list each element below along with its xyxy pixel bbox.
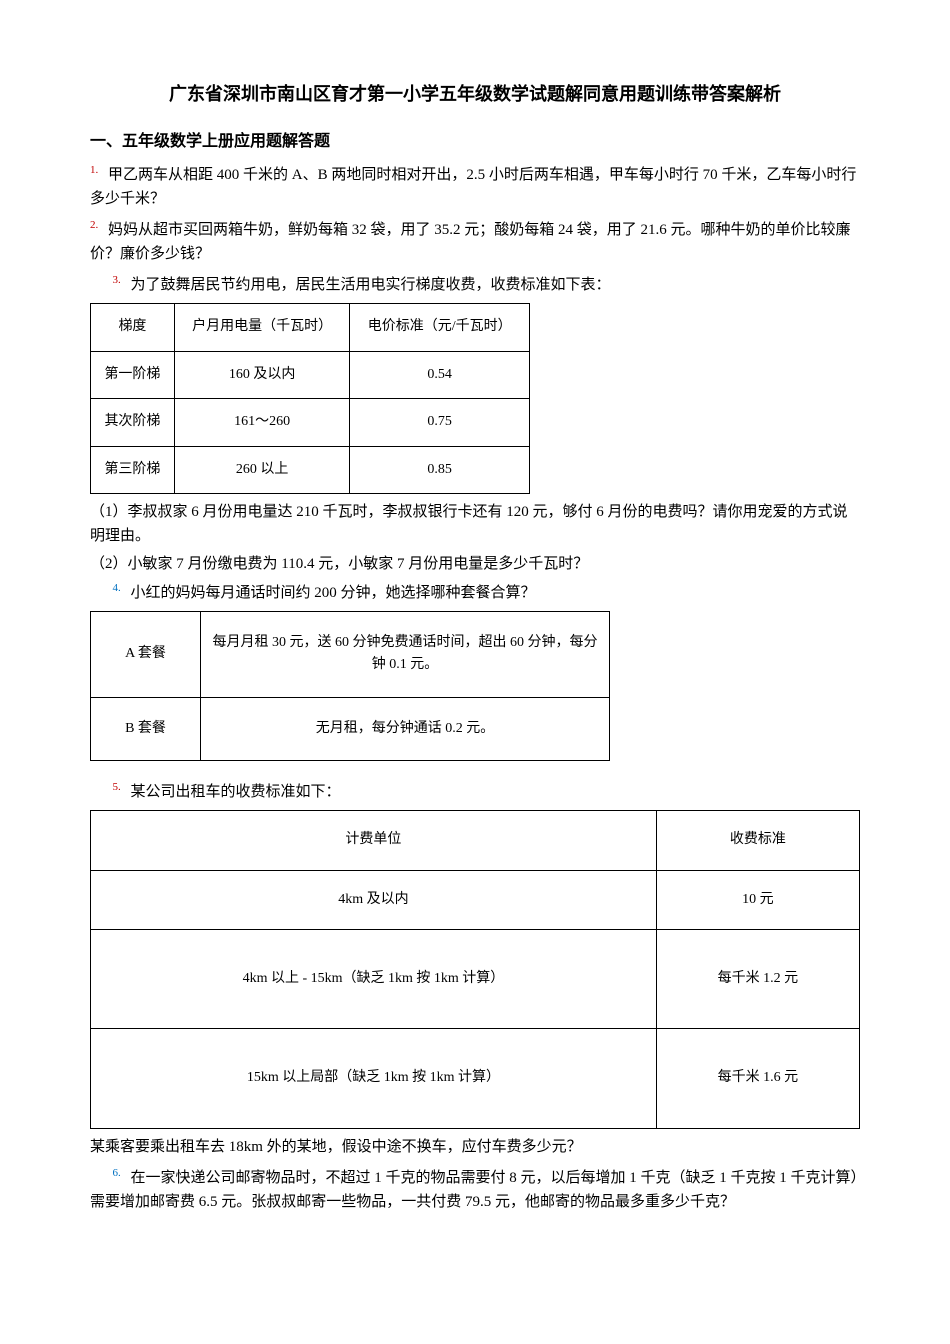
q6-text: 在一家快递公司邮寄物品时，不超过 1 千克的物品需要付 8 元，以后每增加 1 … [90, 1170, 858, 1210]
table-row: 梯度 户月用电量（千瓦时） 电价标准（元/千瓦时） [91, 304, 530, 351]
table-cell: 其次阶梯 [91, 399, 175, 446]
table-row: B 套餐 无月租，每分钟通话 0.2 元。 [91, 697, 610, 760]
q5-after: 某乘客要乘出租车去 18km 外的某地，假设中途不换车，应付车费多少元？ [90, 1135, 860, 1159]
q3-sub1: （1）李叔叔家 6 月份用电量达 210 千瓦时，李叔叔银行卡还有 120 元，… [90, 500, 860, 548]
table-header: 计费单位 [91, 811, 657, 870]
q3-table: 梯度 户月用电量（千瓦时） 电价标准（元/千瓦时） 第一阶梯 160 及以内 0… [90, 303, 530, 494]
table-cell: 每千米 1.2 元 [656, 929, 859, 1028]
question-4: 4. 小红的妈妈每月通话时间约 200 分钟，她选择哪种套餐合算？ [90, 580, 860, 605]
q5-table: 计费单位 收费标准 4km 及以内 10 元 4km 以上 - 15km（缺乏 … [90, 810, 860, 1129]
q5-text: 某公司出租车的收费标准如下： [131, 784, 341, 800]
question-5: 5. 某公司出租车的收费标准如下： [90, 779, 860, 804]
table-row: 4km 及以内 10 元 [91, 870, 860, 929]
table-cell: 4km 以上 - 15km（缺乏 1km 按 1km 计算） [91, 929, 657, 1028]
q4-text: 小红的妈妈每月通话时间约 200 分钟，她选择哪种套餐合算？ [131, 585, 536, 601]
table-cell: 0.75 [350, 399, 530, 446]
table-cell: 每千米 1.6 元 [656, 1029, 859, 1128]
q5-number: 5. [113, 781, 121, 793]
table-cell: 每月月租 30 元，送 60 分钟免费通话时间，超出 60 分钟，每分钟 0.1… [201, 611, 610, 697]
table-cell: 15km 以上局部（缺乏 1km 按 1km 计算） [91, 1029, 657, 1128]
q3-number: 3. [113, 274, 121, 286]
table-cell: 4km 及以内 [91, 870, 657, 929]
question-3: 3. 为了鼓舞居民节约用电，居民生活用电实行梯度收费，收费标准如下表： [90, 272, 860, 297]
table-row: 4km 以上 - 15km（缺乏 1km 按 1km 计算） 每千米 1.2 元 [91, 929, 860, 1028]
table-cell: 0.85 [350, 446, 530, 493]
table-row: 其次阶梯 161～260 0.75 [91, 399, 530, 446]
table-row: 第三阶梯 260 以上 0.85 [91, 446, 530, 493]
table-header: 梯度 [91, 304, 175, 351]
table-cell: 无月租，每分钟通话 0.2 元。 [201, 697, 610, 760]
table-cell: 161～260 [174, 399, 349, 446]
question-2: 2. 妈妈从超市买回两箱牛奶，鲜奶每箱 32 袋，用了 35.2 元；酸奶每箱 … [90, 217, 860, 266]
page-title: 广东省深圳市南山区育才第一小学五年级数学试题解同意用题训练带答案解析 [90, 80, 860, 109]
table-header: 电价标准（元/千瓦时） [350, 304, 530, 351]
table-cell: 160 及以内 [174, 351, 349, 398]
table-cell: B 套餐 [91, 697, 201, 760]
q6-number: 6. [113, 1167, 121, 1179]
question-1: 1. 甲乙两车从相距 400 千米的 A、B 两地同时相对开出，2.5 小时后两… [90, 162, 860, 211]
question-6: 6. 在一家快递公司邮寄物品时，不超过 1 千克的物品需要付 8 元，以后每增加… [90, 1165, 860, 1214]
table-row: 计费单位 收费标准 [91, 811, 860, 870]
section-header: 一、五年级数学上册应用题解答题 [90, 129, 860, 155]
q3-text: 为了鼓舞居民节约用电，居民生活用电实行梯度收费，收费标准如下表： [131, 277, 611, 293]
q3-sub2: （2）小敏家 7 月份缴电费为 110.4 元，小敏家 7 月份用电量是多少千瓦… [90, 552, 860, 576]
table-cell: 0.54 [350, 351, 530, 398]
q1-number: 1. [90, 164, 98, 176]
table-row: A 套餐 每月月租 30 元，送 60 分钟免费通话时间，超出 60 分钟，每分… [91, 611, 610, 697]
table-header: 收费标准 [656, 811, 859, 870]
table-cell: 260 以上 [174, 446, 349, 493]
table-cell: 第一阶梯 [91, 351, 175, 398]
table-cell: 第三阶梯 [91, 446, 175, 493]
table-row: 第一阶梯 160 及以内 0.54 [91, 351, 530, 398]
q4-table: A 套餐 每月月租 30 元，送 60 分钟免费通话时间，超出 60 分钟，每分… [90, 611, 610, 761]
table-row: 15km 以上局部（缺乏 1km 按 1km 计算） 每千米 1.6 元 [91, 1029, 860, 1128]
table-header: 户月用电量（千瓦时） [174, 304, 349, 351]
q1-text: 甲乙两车从相距 400 千米的 A、B 两地同时相对开出，2.5 小时后两车相遇… [90, 167, 856, 207]
table-cell: A 套餐 [91, 611, 201, 697]
q2-text: 妈妈从超市买回两箱牛奶，鲜奶每箱 32 袋，用了 35.2 元；酸奶每箱 24 … [90, 222, 851, 262]
q2-number: 2. [90, 219, 98, 231]
table-cell: 10 元 [656, 870, 859, 929]
q4-number: 4. [113, 582, 121, 594]
